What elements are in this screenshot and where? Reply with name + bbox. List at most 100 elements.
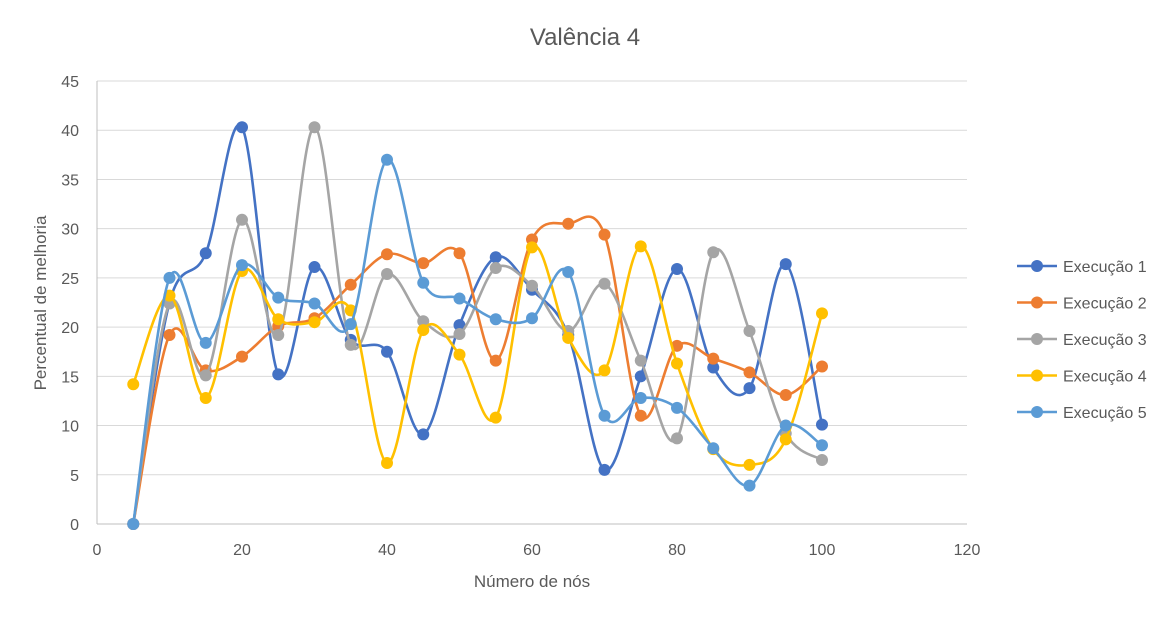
data-point [743, 325, 756, 338]
data-point [562, 331, 575, 344]
data-point [707, 352, 720, 365]
data-point [417, 324, 430, 337]
data-point [199, 369, 212, 382]
data-point [308, 261, 321, 274]
data-point [598, 463, 611, 476]
data-point [598, 409, 611, 422]
y-tick-label: 45 [61, 74, 79, 91]
data-point [236, 213, 248, 226]
data-point [344, 318, 357, 331]
legend-label: Execução 5 [1063, 405, 1147, 422]
data-point [489, 262, 502, 275]
x-tick-label: 20 [233, 542, 251, 559]
x-tick-label: 120 [954, 542, 981, 559]
data-point [381, 248, 393, 261]
y-tick-label: 40 [61, 123, 79, 140]
data-point [634, 354, 647, 367]
data-point [127, 518, 140, 530]
legend-entry: Execução 3 [1017, 332, 1147, 349]
data-point [236, 350, 248, 363]
data-point [598, 277, 611, 290]
legend: Execução 1 Execução 2 Execução 3 Execução 4… [1017, 259, 1147, 422]
data-point [381, 153, 393, 166]
legend-swatch-marker [1031, 333, 1043, 345]
data-point [816, 418, 828, 431]
series-line [131, 125, 824, 526]
data-point [671, 401, 683, 414]
data-point [707, 442, 720, 455]
data-point [671, 357, 683, 370]
data-point [453, 319, 466, 332]
y-tick-label: 15 [61, 369, 79, 386]
data-point [272, 368, 285, 381]
data-point [236, 121, 248, 134]
data-point [743, 366, 756, 379]
data-point [671, 432, 683, 445]
data-point [163, 271, 176, 284]
series-2 [127, 215, 828, 530]
data-point [526, 312, 538, 325]
data-point [453, 292, 466, 305]
data-point [634, 370, 647, 383]
data-point [816, 360, 828, 373]
data-point [272, 313, 285, 326]
x-axis-title: Número de nós [474, 572, 590, 591]
data-point [453, 328, 466, 341]
data-point [816, 454, 828, 467]
data-point [417, 428, 430, 441]
data-point [671, 263, 683, 276]
series-line [131, 158, 824, 526]
data-point [236, 259, 248, 272]
series-3 [127, 121, 828, 530]
y-axis-title: Percentual de melhoria [31, 215, 50, 390]
data-point [344, 278, 357, 291]
data-point [779, 419, 792, 432]
legend-swatch-marker [1031, 369, 1043, 382]
data-point [707, 361, 720, 374]
legend-entry: Execução 2 [1017, 296, 1147, 313]
y-tick-label: 10 [61, 419, 79, 436]
legend-label: Execução 1 [1063, 259, 1147, 276]
axes: 0 5 10 15 20 25 30 35 40 45 0 20 40 60 80 100 120 [61, 74, 980, 559]
legend-swatch-marker [1031, 406, 1043, 418]
y-tick-label: 25 [61, 271, 79, 288]
legend-swatch-marker [1031, 260, 1043, 272]
x-tick-label: 0 [93, 542, 102, 559]
x-tick-label: 80 [668, 542, 686, 559]
data-point [272, 291, 285, 304]
data-point [489, 411, 502, 424]
data-point [779, 258, 792, 271]
y-tick-label: 0 [70, 517, 79, 534]
data-point [417, 315, 430, 328]
data-point [743, 382, 756, 395]
data-point [526, 241, 538, 254]
legend-swatch-marker [1031, 296, 1043, 309]
data-point [453, 247, 466, 260]
data-point [779, 433, 792, 446]
legend-entry: Execução 4 [1017, 369, 1147, 386]
data-point [816, 307, 828, 320]
chart-title: Valência 4 [530, 24, 640, 51]
data-point [598, 364, 611, 377]
data-point [779, 389, 792, 402]
data-point [634, 391, 647, 404]
legend-label: Execução 3 [1063, 332, 1147, 349]
y-tick-label: 35 [61, 172, 79, 189]
data-point [199, 336, 212, 349]
data-point [381, 345, 393, 358]
gridlines [97, 80, 967, 476]
data-point [562, 217, 575, 230]
x-tick-label: 40 [378, 542, 396, 559]
data-point [743, 458, 756, 471]
data-point [489, 313, 502, 326]
data-point [707, 246, 720, 259]
data-point [526, 279, 538, 292]
data-point [598, 228, 611, 241]
y-tick-label: 30 [61, 222, 79, 239]
y-tick-label: 20 [61, 320, 79, 337]
data-point [671, 339, 683, 352]
series-5 [127, 153, 828, 530]
